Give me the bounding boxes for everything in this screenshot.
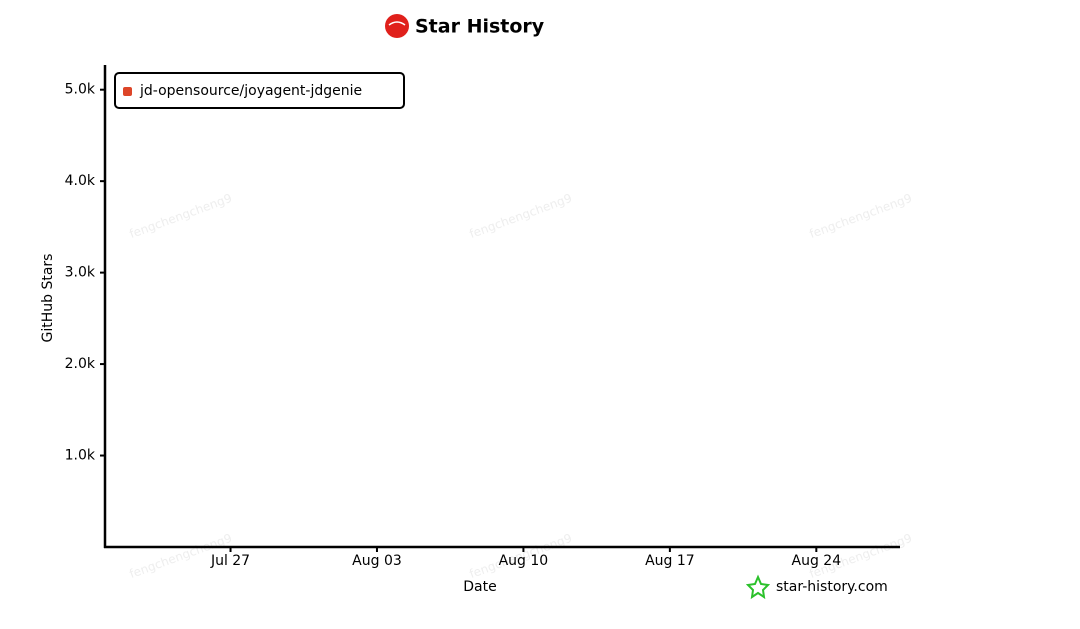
x-tick-label: Aug 24 xyxy=(792,553,842,569)
y-tick-label: 1.0k xyxy=(65,448,96,464)
y-tick-label: 4.0k xyxy=(65,173,96,189)
footer-text: star-history.com xyxy=(776,579,888,595)
x-tick-label: Aug 10 xyxy=(499,553,549,569)
x-axis-label: Date xyxy=(463,579,496,595)
chart-title: Star History xyxy=(415,16,545,38)
y-axis-label: GitHub Stars xyxy=(40,254,56,343)
footer: star-history.com xyxy=(745,574,888,600)
y-tick-label: 3.0k xyxy=(65,265,96,281)
y-tick-label: 5.0k xyxy=(65,82,96,98)
x-tick-label: Jul 27 xyxy=(210,553,250,569)
x-tick-label: Aug 03 xyxy=(352,553,402,569)
logo xyxy=(385,14,409,38)
y-tick-label: 2.0k xyxy=(65,356,96,372)
x-tick-label: Aug 17 xyxy=(645,553,695,569)
legend-label: jd-opensource/joyagent-jdgenie xyxy=(139,83,362,99)
watermark: fengchengcheng9 xyxy=(127,191,233,241)
legend-box xyxy=(114,72,405,109)
watermark: fengchengcheng9 xyxy=(467,191,573,241)
legend-swatch xyxy=(123,87,132,96)
watermark: fengchengcheng9 xyxy=(807,191,913,241)
